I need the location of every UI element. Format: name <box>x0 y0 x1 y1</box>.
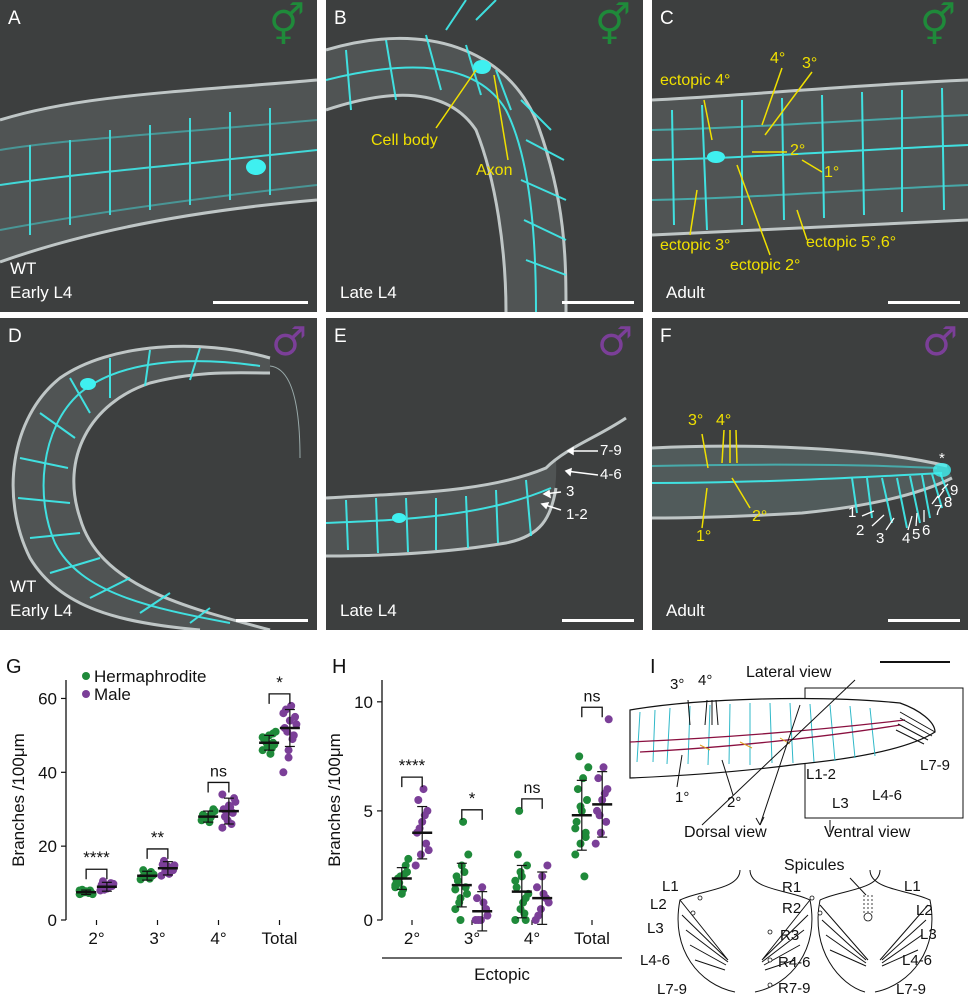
right-ray-l1: L1 <box>904 878 921 895</box>
schematic-l3: L3 <box>832 795 849 812</box>
left-ray-l46: L4-6 <box>640 952 671 969</box>
left-ray-l79: L7-9 <box>657 981 688 998</box>
annotation-f-2: 2° <box>752 508 768 525</box>
schematic-l46: L4-6 <box>872 787 903 804</box>
schematic-spicules: Spicules <box>784 857 845 874</box>
panel-label-i: I <box>650 656 656 678</box>
mid-ray-r3: R3 <box>780 927 800 944</box>
worm-image-a <box>0 78 317 264</box>
panel-d: D ♂ WT Early L4 <box>0 318 317 630</box>
mid-ray-r2: R2 <box>782 900 802 917</box>
schematic-dorsal-view: Dorsal view <box>684 824 767 841</box>
left-ray-l3: L3 <box>647 920 664 937</box>
ray-number-6: 6 <box>922 522 931 539</box>
annotation-f-1: 1° <box>696 528 712 545</box>
stage-text-c: Adult <box>666 283 705 302</box>
stage-text-b: Late L4 <box>340 283 397 302</box>
genotype-text-d: WT <box>10 577 37 596</box>
male-icon: ♂ <box>271 319 307 365</box>
annotation-cell-body: Cell body <box>371 132 438 149</box>
stage-text-f: Adult <box>666 601 705 620</box>
ray-number-3: 3 <box>876 530 885 547</box>
hermaphrodite-icon: ⚥ <box>919 3 956 49</box>
ray-label-4-6: 4-6 <box>600 466 622 483</box>
panel-c: C ⚥ ectopic 4° 4° 3° 2° 1° ectopic 3° ec… <box>652 0 968 312</box>
schematic-4-label: 4° <box>698 672 713 689</box>
worm-image-e <box>326 416 627 558</box>
panel-label-e: E <box>334 326 347 347</box>
worm-image-b <box>326 0 568 312</box>
panel-a: A ⚥ WT Early L4 <box>0 0 317 312</box>
panel-label-g: G <box>6 656 22 678</box>
mid-ray-r1: R1 <box>782 879 802 896</box>
panel-label-d: D <box>8 326 22 347</box>
panel-b: B ⚥ Cell body Axon Late L4 <box>326 0 643 312</box>
mid-ray-r79: R7-9 <box>778 980 811 997</box>
scale-bar-e <box>562 619 634 622</box>
stage-text-a: Early L4 <box>10 283 73 302</box>
right-ray-l3: L3 <box>920 926 937 943</box>
worm-image-d <box>11 344 301 630</box>
scale-bar-a <box>213 301 308 304</box>
annotation-f-3: 3° <box>688 412 704 429</box>
schematic-ventral-view: Ventral view <box>824 824 911 841</box>
ray-label-1-2: 1-2 <box>566 506 588 523</box>
panel-label-c: C <box>660 8 674 29</box>
schematic-l79: L7-9 <box>920 757 951 774</box>
panel-e: E ♂ 7-9 4-6 3 1-2 Late L4 <box>326 318 643 630</box>
schematic-1-label: 1° <box>675 789 690 806</box>
ray-number-7: 7 <box>934 502 943 519</box>
schematic-2-label: 2° <box>727 794 742 811</box>
ray-number-8: 8 <box>944 494 953 511</box>
ray-number-5: 5 <box>912 526 921 543</box>
annotation-ectopic-2: ectopic 2° <box>730 257 801 274</box>
panel-label-f: F <box>660 326 672 347</box>
schematic-lateral-title: Lateral view <box>746 664 832 681</box>
annotation-ectopic-56: ectopic 5°,6° <box>806 234 897 251</box>
ray-number-4: 4 <box>902 530 911 547</box>
panel-f: F ♂ 3° 4° 1° 2° * 1 2 3 4 5 6 7 8 9 Adul… <box>652 318 968 630</box>
scale-bar-b <box>562 301 634 304</box>
right-ray-l79: L7-9 <box>896 981 927 998</box>
schematic-l12: L1-2 <box>806 766 837 783</box>
ray-number-2: 2 <box>856 522 865 539</box>
annotation-4: 4° <box>770 50 786 67</box>
ray-number-9: 9 <box>950 482 959 499</box>
annotation-1: 1° <box>824 164 840 181</box>
male-icon: ♂ <box>597 319 633 365</box>
male-icon: ♂ <box>922 319 958 365</box>
panel-label-h: H <box>332 656 347 678</box>
annotation-ectopic-4: ectopic 4° <box>660 72 731 89</box>
panel-label-a: A <box>8 8 21 29</box>
genotype-text-a: WT <box>10 259 37 278</box>
annotation-3: 3° <box>802 55 818 72</box>
annotation-ectopic-3: ectopic 3° <box>660 237 731 254</box>
ray-label-3: 3 <box>566 483 575 500</box>
hermaphrodite-icon: ⚥ <box>268 3 305 49</box>
scale-bar-f <box>888 619 960 622</box>
scale-bar-d <box>236 619 308 622</box>
left-ray-l2: L2 <box>650 896 667 913</box>
ray-label-7-9: 7-9 <box>600 442 622 459</box>
ray-number-1: 1 <box>848 504 857 521</box>
stage-text-e: Late L4 <box>340 601 397 620</box>
scale-bar-c <box>888 301 960 304</box>
worm-image-c <box>652 67 968 256</box>
annotation-f-4: 4° <box>716 412 732 429</box>
annotation-2: 2° <box>790 142 806 159</box>
annotation-axon: Axon <box>476 162 513 179</box>
schematic-3-label: 3° <box>670 676 685 693</box>
annotation-f-asterisk: * <box>939 450 945 467</box>
left-ray-l1: L1 <box>662 878 679 895</box>
panel-label-b: B <box>334 8 347 29</box>
worm-image-f <box>652 429 953 531</box>
right-ray-l46: L4-6 <box>902 952 933 969</box>
hermaphrodite-icon: ⚥ <box>594 3 631 49</box>
stage-text-d: Early L4 <box>10 601 73 620</box>
mid-ray-r46: R4-6 <box>778 954 811 971</box>
right-ray-l2: L2 <box>916 902 933 919</box>
